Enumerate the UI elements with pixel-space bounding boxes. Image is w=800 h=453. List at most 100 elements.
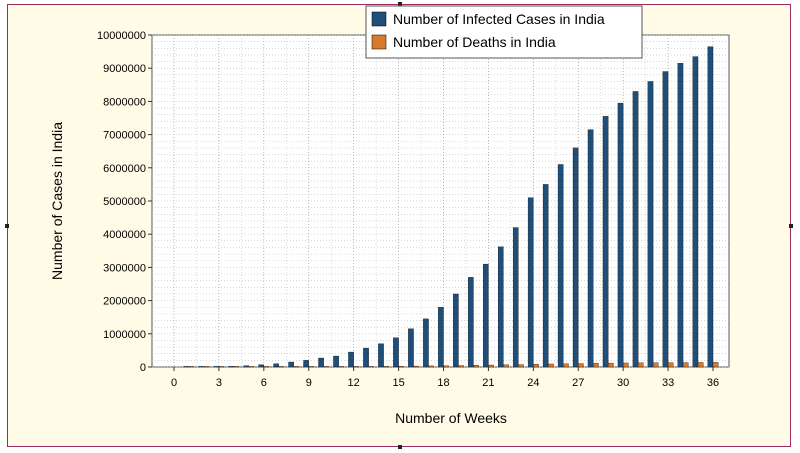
- bar-deaths-week-29: [608, 362, 614, 368]
- x-tick-label: 9: [306, 377, 312, 389]
- x-tick-label: 21: [482, 377, 494, 389]
- legend-label-infected: Number of Infected Cases in India: [393, 11, 605, 27]
- bar-deaths-week-14: [383, 366, 390, 368]
- x-axis-title: Number of Weeks: [395, 410, 507, 426]
- bar-deaths-week-34: [682, 362, 689, 368]
- bar-deaths-week-4: [233, 366, 240, 368]
- bar-deaths-week-19: [458, 365, 464, 368]
- bar-deaths-week-12: [353, 366, 360, 368]
- bar-infected-week-5: [243, 365, 250, 368]
- bar-infected-week-7: [273, 363, 279, 368]
- bar-infected-week-28: [587, 129, 594, 368]
- bar-deaths-week-6: [263, 366, 270, 368]
- bar-infected-week-34: [677, 63, 684, 368]
- bar-deaths-week-27: [578, 363, 584, 368]
- x-tick-label: 0: [171, 377, 177, 389]
- bar-deaths-week-5: [248, 366, 255, 368]
- bar-deaths-week-16: [413, 365, 419, 368]
- bar-infected-week-1: [183, 366, 190, 368]
- bar-infected-week-14: [378, 343, 384, 368]
- legend-swatch-deaths: [371, 34, 387, 50]
- x-tick-label: 36: [707, 377, 719, 389]
- y-tick-label: 8000000: [103, 96, 146, 108]
- bars: [183, 46, 719, 368]
- bar-infected-week-35: [692, 56, 699, 368]
- bar-deaths-week-26: [563, 363, 569, 368]
- bar-deaths-week-36: [712, 362, 719, 368]
- bar-infected-week-32: [647, 81, 654, 368]
- bar-deaths-week-8: [293, 366, 300, 368]
- bar-infected-week-4: [228, 366, 235, 368]
- bar-deaths-week-11: [338, 366, 345, 368]
- bar-infected-week-18: [438, 307, 444, 368]
- bar-deaths-week-24: [533, 364, 539, 368]
- y-axis-title: Number of Cases in India: [49, 122, 65, 280]
- x-tick-label: 18: [437, 377, 449, 389]
- x-tick-label: 6: [261, 377, 267, 389]
- legend: Number of Infected Cases in India Number…: [365, 5, 643, 59]
- bar-deaths-week-30: [623, 362, 629, 368]
- bar-infected-week-24: [527, 197, 534, 368]
- y-tick-label: 10000000: [97, 30, 146, 42]
- bar-deaths-week-9: [308, 366, 315, 368]
- bar-infected-week-10: [318, 357, 324, 368]
- bar-infected-week-15: [393, 337, 399, 368]
- y-tick-label: 0: [140, 362, 146, 374]
- y-tick-label: 2000000: [103, 296, 146, 308]
- bar-deaths-week-35: [697, 362, 704, 368]
- bar-deaths-week-3: [218, 366, 225, 368]
- legend-swatch-infected: [371, 11, 387, 27]
- bar-infected-week-21: [483, 263, 489, 368]
- bar-deaths-week-20: [473, 365, 479, 368]
- bar-infected-week-25: [542, 184, 549, 368]
- bar-deaths-week-21: [488, 364, 494, 368]
- legend-box: [365, 5, 643, 59]
- x-tick-label: 33: [662, 377, 674, 389]
- y-tick-label: 1000000: [103, 329, 146, 341]
- bar-infected-week-13: [363, 347, 369, 368]
- resize-handle-left[interactable]: [5, 224, 9, 228]
- bar-infected-week-36: [707, 46, 714, 368]
- bar-infected-week-6: [258, 364, 264, 368]
- bar-deaths-week-31: [637, 362, 644, 368]
- x-tick-label: 27: [572, 377, 584, 389]
- x-tick-label: 24: [527, 377, 539, 389]
- bar-deaths-week-10: [323, 366, 330, 368]
- bar-infected-week-19: [453, 293, 459, 368]
- bar-deaths-week-13: [368, 366, 375, 368]
- bar-infected-week-33: [662, 71, 669, 368]
- x-axis-ticks: 0 3 6 9 12 15 18 21 24 27 30 33 36: [171, 367, 719, 389]
- bar-infected-week-26: [557, 164, 564, 368]
- x-tick-label: 12: [348, 377, 360, 389]
- x-tick-label: 15: [392, 377, 404, 389]
- y-tick-label: 4000000: [103, 229, 146, 241]
- bar-infected-week-2: [198, 366, 205, 368]
- bar-infected-week-3: [213, 366, 220, 368]
- x-tick-label: 30: [617, 377, 629, 389]
- resize-handle-right[interactable]: [789, 224, 793, 228]
- bar-infected-week-30: [617, 102, 624, 368]
- bar-deaths-week-17: [428, 365, 434, 368]
- y-tick-label: 7000000: [103, 130, 146, 142]
- bar-infected-week-12: [348, 351, 354, 368]
- bar-deaths-week-1: [188, 366, 195, 368]
- bar-deaths-week-25: [548, 363, 554, 368]
- resize-handle-top[interactable]: [398, 2, 402, 6]
- bar-infected-week-8: [288, 361, 294, 368]
- bar-deaths-week-33: [667, 362, 674, 368]
- bar-infected-week-16: [408, 328, 414, 368]
- y-axis-ticks: 0 1000000 2000000 3000000 4000000 5000000 6000…: [97, 30, 152, 374]
- bar-infected-week-31: [632, 91, 639, 368]
- bar-deaths-week-28: [593, 363, 599, 368]
- resize-handle-bottom[interactable]: [398, 445, 402, 449]
- bar-infected-week-17: [423, 318, 429, 368]
- bar-infected-week-27: [572, 147, 579, 368]
- bar-deaths-week-22: [503, 364, 509, 368]
- x-tick-label: 3: [216, 377, 222, 389]
- bar-deaths-week-32: [652, 362, 659, 368]
- bar-infected-week-29: [602, 116, 609, 368]
- bar-infected-week-22: [497, 246, 504, 368]
- bar-deaths-week-15: [398, 366, 404, 368]
- bar-deaths-week-18: [443, 365, 449, 368]
